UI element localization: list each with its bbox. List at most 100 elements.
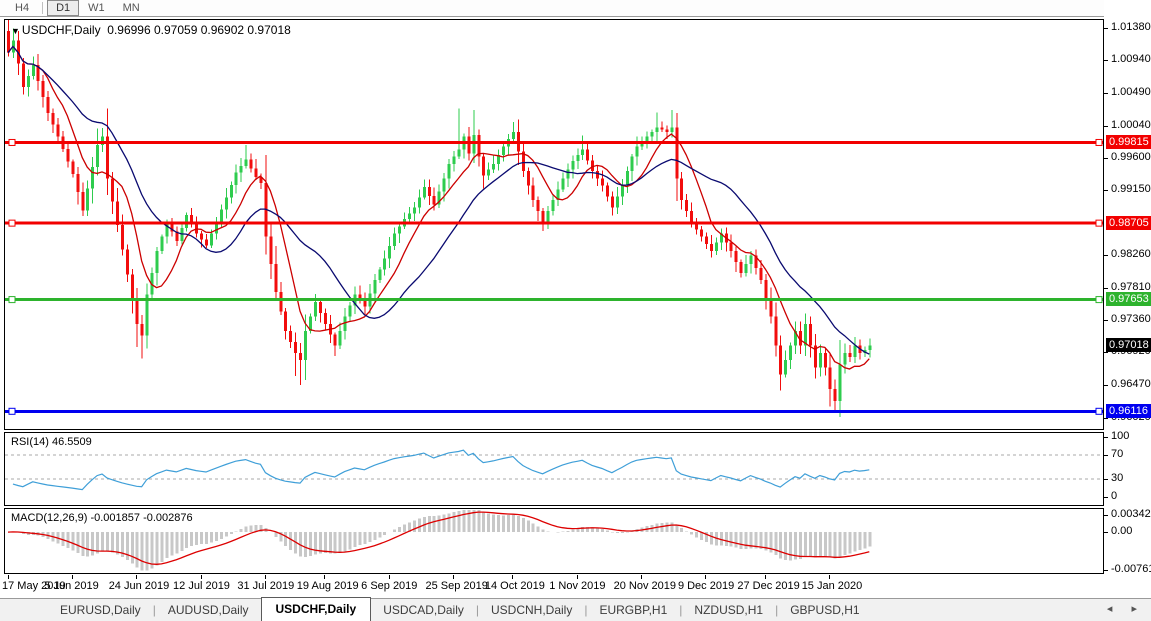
candle-body	[744, 264, 748, 273]
candle-body	[789, 345, 793, 361]
rsi-tick-label: 0	[1111, 490, 1118, 502]
candle-body	[115, 201, 119, 225]
tab-scroll-left-icon[interactable]: ◂	[1106, 603, 1121, 615]
candle-body	[853, 345, 857, 358]
tab-usdcnh-daily[interactable]: USDCNH,Daily	[491, 603, 573, 617]
candle-body	[348, 305, 352, 317]
candle-body	[531, 185, 535, 201]
rsi-indicator-panel[interactable]: RSI(14) 46.5509	[4, 432, 1104, 506]
candle-body	[175, 231, 179, 241]
line-handle[interactable]	[1095, 219, 1103, 227]
candle-body	[26, 75, 30, 87]
date-tick-mark	[512, 575, 513, 579]
candle-body	[170, 222, 174, 232]
date-tick-mark	[324, 575, 325, 579]
timeframe-button-H4[interactable]: H4	[15, 2, 30, 14]
candle-body	[541, 211, 545, 223]
candle-body	[447, 163, 451, 179]
price-tick-label: 0.96470	[1111, 378, 1151, 390]
candle-body	[190, 214, 194, 225]
candle-body	[383, 258, 387, 270]
candle-body	[556, 189, 560, 201]
price-tick-mark	[1104, 28, 1108, 29]
candle-body	[561, 178, 565, 190]
line-handle[interactable]	[8, 407, 16, 415]
candle-body	[660, 127, 664, 130]
rsi-chart[interactable]	[5, 433, 1103, 505]
candle-body	[259, 176, 263, 183]
candle-body	[497, 155, 501, 164]
tab-usdchf-daily[interactable]: USDCHF,Daily	[260, 596, 372, 621]
candle-body	[209, 233, 213, 246]
candle-body	[739, 262, 743, 273]
price-tick-label: 1.00490	[1111, 86, 1151, 98]
macd-indicator-panel[interactable]: MACD(12,26,9) -0.001857 -0.002876	[4, 508, 1104, 574]
tab-gbpusd-h1[interactable]: GBPUSD,H1	[790, 603, 860, 617]
date-axis[interactable]: 17 May 2019 5 Jun 2019 24 Jun 2019 12 Jul 2…	[0, 575, 1104, 597]
candle-body	[749, 255, 753, 265]
candle-body	[709, 243, 713, 252]
candle-body	[650, 131, 654, 137]
candle-body	[31, 65, 35, 76]
candle-body	[239, 166, 243, 173]
macd-tick-label: 0.003428	[1111, 508, 1151, 520]
timeframe-button-MN[interactable]: MN	[122, 2, 140, 14]
date-tick-label: 6 Sep 2019	[361, 580, 418, 592]
candle-body	[759, 267, 763, 281]
candle-body	[338, 331, 342, 346]
candle-body	[388, 246, 392, 259]
ma-slow-line	[7, 45, 870, 355]
candle-body	[487, 169, 491, 176]
hline-price-badge: 0.98705	[1106, 216, 1151, 230]
tab-eurgbp-h1[interactable]: EURGBP,H1	[599, 603, 668, 617]
rsi-tick-label: 100	[1111, 430, 1130, 442]
candle-body	[477, 134, 481, 157]
candle-body	[813, 345, 817, 368]
candle-body	[511, 131, 515, 140]
macd-chart[interactable]	[5, 509, 1103, 573]
tab-usdcad-daily[interactable]: USDCAD,Daily	[383, 603, 464, 617]
timeframe-button-W1[interactable]: W1	[88, 2, 105, 14]
candle-body	[452, 156, 456, 164]
line-handle[interactable]	[8, 296, 16, 304]
candle-body	[620, 185, 624, 197]
price-tick-mark	[1104, 126, 1108, 127]
tab-scroll-right-icon[interactable]: ▸	[1131, 603, 1145, 615]
candle-body	[803, 323, 807, 346]
candle-body	[665, 129, 669, 132]
candle-body	[21, 63, 25, 87]
candle-body	[86, 188, 90, 211]
candle-body	[685, 200, 689, 212]
candle-body	[571, 160, 575, 170]
tab-eurusd-daily[interactable]: EURUSD,Daily	[60, 603, 141, 617]
date-tick-label: 20 Nov 2019	[613, 580, 676, 592]
rsi-tick-label: 30	[1111, 472, 1124, 484]
line-handle[interactable]	[1095, 296, 1103, 304]
date-tick-label: 15 Jan 2020	[801, 580, 863, 592]
main-price-chart-panel[interactable]: ▼ USDCHF,Daily 0.96996 0.97059 0.96902 0.…	[4, 19, 1104, 430]
candle-body	[200, 233, 204, 240]
tab-nzdusd-h1[interactable]: NZDUSD,H1	[694, 603, 764, 617]
candle-body	[526, 171, 530, 186]
candle-body	[76, 174, 80, 193]
date-tick-label: 31 Jul 2019	[237, 580, 295, 592]
candle-body	[457, 149, 461, 157]
candle-body	[779, 345, 783, 375]
price-tick-label: 0.98260	[1111, 248, 1151, 260]
candle-body	[417, 197, 421, 208]
candlestick-chart[interactable]	[5, 20, 1103, 427]
macd-label: MACD(12,26,9) -0.001857 -0.002876	[11, 512, 193, 524]
price-tick-mark	[1104, 255, 1108, 256]
candle-body	[586, 149, 590, 161]
line-handle[interactable]	[8, 219, 16, 227]
line-handle[interactable]	[1095, 138, 1103, 146]
line-handle[interactable]	[8, 138, 16, 146]
tab-audusd-daily[interactable]: AUDUSD,Daily	[167, 603, 249, 617]
timeframe-button-D1[interactable]: D1	[47, 0, 80, 16]
line-handle[interactable]	[1095, 407, 1103, 415]
price-tick-mark	[1104, 158, 1108, 159]
candle-body	[482, 156, 486, 176]
candle-body	[56, 124, 60, 137]
candle-body	[823, 352, 827, 368]
price-axis[interactable]: 1.01380 1.00940 1.00490 1.00040 0.99600 0.991…	[1104, 0, 1151, 598]
